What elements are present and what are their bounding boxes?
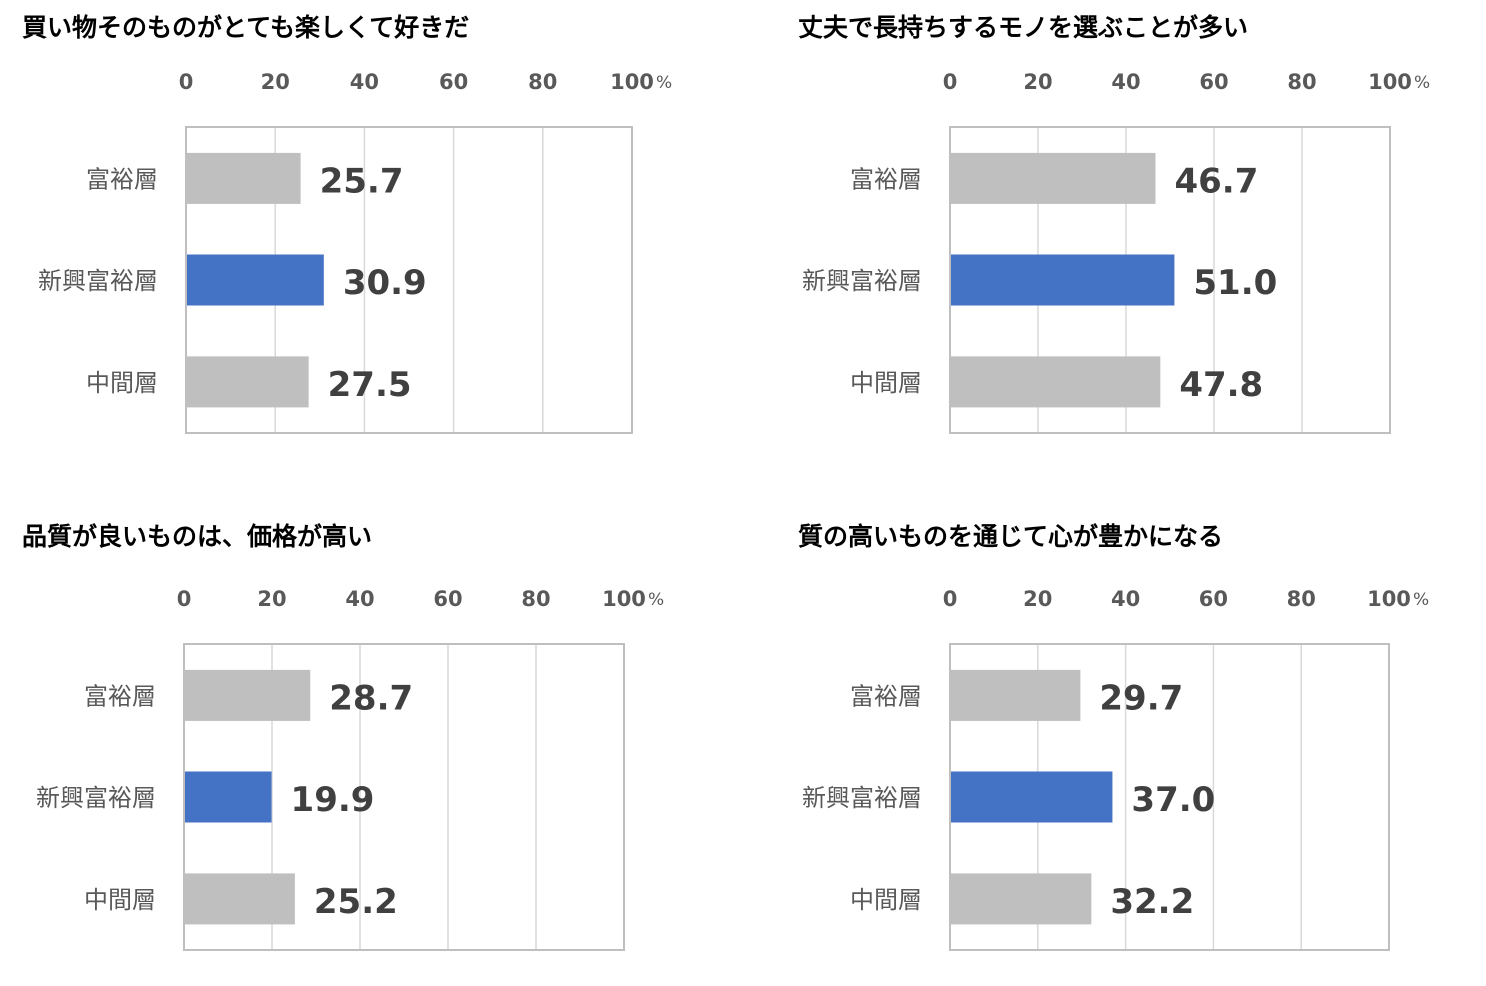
bar bbox=[185, 873, 295, 925]
category-label: 新興富裕層 bbox=[802, 267, 922, 295]
x-tick-label: 40 bbox=[345, 587, 374, 611]
x-tick-label: 40 bbox=[350, 70, 379, 94]
category-label: 富裕層 bbox=[850, 682, 922, 710]
bar bbox=[951, 873, 1092, 925]
category-label: 富裕層 bbox=[86, 165, 158, 193]
bar bbox=[187, 254, 324, 306]
value-label: 27.5 bbox=[328, 365, 412, 405]
x-tick-label: 60 bbox=[439, 70, 468, 94]
x-axis-unit: % bbox=[648, 590, 664, 610]
category-label: 中間層 bbox=[86, 369, 158, 397]
bar-chart-1: 買い物そのものがとても楽しくて好きだ 0 20 40 60 80 100 % 富裕層 25.7 新興… bbox=[22, 13, 672, 434]
chart-title: 質の高いものを通じて心が豊かになる bbox=[798, 522, 1223, 551]
x-tick-label: 20 bbox=[1023, 587, 1052, 611]
plot-frame bbox=[949, 643, 1390, 951]
value-label: 28.7 bbox=[329, 678, 413, 718]
category-label: 新興富裕層 bbox=[36, 784, 156, 812]
value-label: 37.0 bbox=[1131, 780, 1215, 820]
category-label: 富裕層 bbox=[84, 682, 156, 710]
value-label: 25.7 bbox=[320, 161, 404, 201]
plot-frame bbox=[949, 126, 1391, 434]
x-tick-label: 100 bbox=[610, 70, 654, 94]
bar bbox=[185, 771, 272, 823]
category-label: 富裕層 bbox=[850, 165, 922, 193]
plot-frame bbox=[185, 126, 633, 434]
bar bbox=[951, 356, 1161, 408]
x-axis-unit: % bbox=[1414, 73, 1430, 93]
value-label: 29.7 bbox=[1099, 678, 1183, 718]
bar bbox=[951, 254, 1175, 306]
bar bbox=[951, 771, 1113, 823]
x-tick-label: 80 bbox=[1287, 587, 1316, 611]
plot-frame bbox=[183, 643, 625, 951]
category-label: 新興富裕層 bbox=[802, 784, 922, 812]
value-label: 19.9 bbox=[291, 780, 375, 820]
x-tick-label: 0 bbox=[943, 587, 958, 611]
bar bbox=[187, 152, 301, 204]
x-axis-unit: % bbox=[656, 73, 672, 93]
chart-title: 丈夫で長持ちするモノを選ぶことが多い bbox=[798, 13, 1248, 42]
bar-chart-4: 質の高いものを通じて心が豊かになる 0 20 40 60 80 100 % 富裕層 29.7 新興富… bbox=[798, 522, 1429, 951]
x-axis-unit: % bbox=[1413, 590, 1429, 610]
value-label: 47.8 bbox=[1179, 365, 1263, 405]
x-tick-label: 20 bbox=[257, 587, 286, 611]
chart-title: 品質が良いものは、価格が高い bbox=[22, 522, 372, 551]
value-label: 25.2 bbox=[314, 882, 398, 922]
bar bbox=[185, 669, 311, 721]
category-label: 新興富裕層 bbox=[38, 267, 158, 295]
value-label: 32.2 bbox=[1110, 882, 1194, 922]
bar-chart-2: 丈夫で長持ちするモノを選ぶことが多い 0 20 40 60 80 100 % 富裕層 46.7 新興… bbox=[798, 13, 1430, 434]
bar bbox=[951, 669, 1081, 721]
x-tick-label: 100 bbox=[1367, 587, 1411, 611]
x-tick-label: 0 bbox=[943, 70, 958, 94]
x-tick-label: 20 bbox=[261, 70, 290, 94]
category-label: 中間層 bbox=[850, 369, 922, 397]
category-label: 中間層 bbox=[850, 886, 922, 914]
x-tick-label: 40 bbox=[1111, 587, 1140, 611]
x-tick-label: 100 bbox=[602, 587, 646, 611]
x-tick-label: 40 bbox=[1111, 70, 1140, 94]
x-tick-label: 60 bbox=[433, 587, 462, 611]
x-tick-label: 60 bbox=[1199, 587, 1228, 611]
x-tick-label: 20 bbox=[1023, 70, 1052, 94]
bar bbox=[187, 356, 309, 408]
chart-title: 買い物そのものがとても楽しくて好きだ bbox=[22, 13, 469, 42]
bar bbox=[951, 152, 1156, 204]
bar-chart-3: 品質が良いものは、価格が高い 0 20 40 60 80 100 % 富裕層 28.7 新興富裕層 1… bbox=[22, 522, 664, 951]
x-tick-label: 100 bbox=[1368, 70, 1412, 94]
x-tick-label: 80 bbox=[521, 587, 550, 611]
value-label: 30.9 bbox=[343, 263, 427, 303]
x-tick-label: 60 bbox=[1199, 70, 1228, 94]
value-label: 51.0 bbox=[1193, 263, 1277, 303]
value-label: 46.7 bbox=[1174, 161, 1258, 201]
x-tick-label: 80 bbox=[1287, 70, 1316, 94]
x-tick-label: 80 bbox=[528, 70, 557, 94]
x-tick-label: 0 bbox=[179, 70, 194, 94]
category-label: 中間層 bbox=[84, 886, 156, 914]
x-tick-label: 0 bbox=[177, 587, 192, 611]
